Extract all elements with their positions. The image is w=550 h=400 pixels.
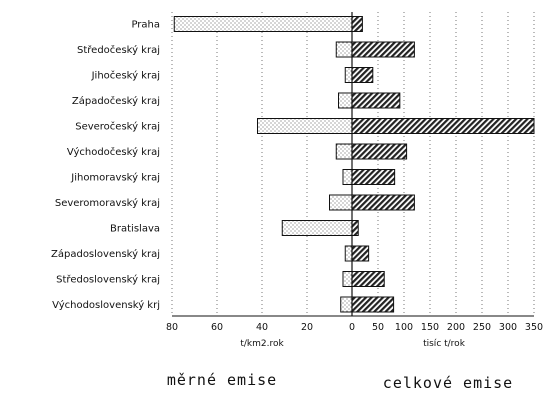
tick-right-5: 250 xyxy=(473,322,491,333)
bar-left-8 xyxy=(281,220,353,236)
bar-left-7 xyxy=(329,194,353,211)
bar-right-3 xyxy=(351,92,401,109)
bar-right-4 xyxy=(351,118,535,134)
bar-right-10 xyxy=(351,271,385,287)
caption-right: celkové emise xyxy=(383,374,513,392)
xlabel-right: tisíc t/rok xyxy=(423,339,466,349)
bars xyxy=(173,16,535,313)
bar-right-7 xyxy=(351,194,415,211)
labels: Praha Středočeský kraj Jihočeský kraj Západ… xyxy=(51,20,543,393)
bar-right-6 xyxy=(351,169,396,185)
bar-left-6 xyxy=(342,169,353,185)
bar-left-5 xyxy=(335,143,353,160)
bar-left-11 xyxy=(340,296,353,313)
grid xyxy=(171,12,535,316)
category-label-2: Jihočeský kraj xyxy=(91,70,160,82)
tick-left-1: 60 xyxy=(211,322,223,333)
tick-left-4: 0 xyxy=(349,322,355,333)
bar-right-0 xyxy=(351,16,363,32)
category-label-11: Východoslovenský krj xyxy=(52,299,160,311)
bar-left-1 xyxy=(335,41,353,58)
caption-left: měrné emise xyxy=(167,371,277,389)
tick-right-1: 50 xyxy=(372,322,384,333)
category-label-9: Západoslovenský kraj xyxy=(51,248,160,260)
category-label-7: Severomoravský kraj xyxy=(55,197,160,209)
category-label-0: Praha xyxy=(131,20,160,31)
bar-left-0 xyxy=(173,16,353,32)
category-label-1: Středočeský kraj xyxy=(77,44,160,56)
bar-right-9 xyxy=(351,245,370,262)
category-label-8: Bratislava xyxy=(110,224,160,235)
category-label-10: Středoslovenský kraj xyxy=(56,274,160,286)
category-label-4: Severočeský kraj xyxy=(75,121,160,133)
tick-right-4: 200 xyxy=(447,322,465,333)
bar-right-11 xyxy=(351,296,395,313)
bar-left-9 xyxy=(344,245,353,262)
tick-right-6: 300 xyxy=(499,322,517,333)
tick-left-0: 80 xyxy=(166,322,178,333)
tick-right-7: 350 xyxy=(525,322,543,333)
category-label-6: Jihomoravský kraj xyxy=(70,172,160,184)
tick-right-2: 100 xyxy=(395,322,413,333)
category-label-3: Západočeský kraj xyxy=(72,95,160,107)
category-label-5: Východočeský kraj xyxy=(67,146,160,158)
bar-right-8 xyxy=(351,220,359,236)
tick-right-3: 150 xyxy=(421,322,439,333)
bar-right-1 xyxy=(351,41,415,58)
bar-left-4 xyxy=(257,118,353,134)
xlabel-left: t/km2.rok xyxy=(240,339,284,349)
bar-left-3 xyxy=(338,92,353,109)
bar-left-10 xyxy=(342,271,353,287)
axes xyxy=(172,12,534,317)
tick-left-3: 20 xyxy=(301,322,313,333)
bar-right-2 xyxy=(351,67,374,83)
bar-left-2 xyxy=(344,67,353,83)
tick-left-2: 40 xyxy=(256,322,268,333)
bar-right-5 xyxy=(351,143,408,160)
